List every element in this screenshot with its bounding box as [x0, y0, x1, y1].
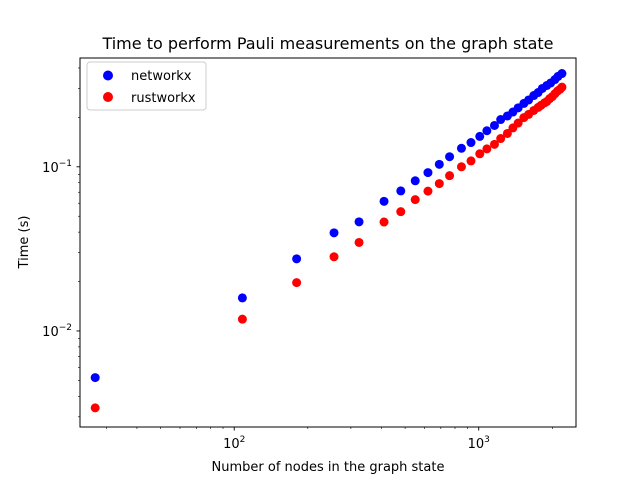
networkx-point — [434, 159, 444, 169]
rustworkx-point — [396, 207, 406, 217]
legend-marker-rustworkx — [103, 92, 113, 102]
chart-title: Time to perform Pauli measurements on th… — [101, 34, 553, 53]
rustworkx-point — [482, 144, 492, 154]
networkx-point — [90, 373, 100, 383]
series-rustworkx — [90, 82, 567, 413]
networkx-point — [423, 168, 433, 178]
networkx-point — [329, 228, 339, 238]
plot-area — [79, 57, 577, 428]
x-axis-label: Number of nodes in the graph state — [212, 460, 445, 475]
data-points — [90, 69, 567, 413]
networkx-point — [354, 217, 364, 227]
y-tick-label: 10−1 — [42, 159, 72, 176]
networkx-point — [396, 186, 406, 196]
rustworkx-point — [292, 278, 302, 288]
networkx-point — [445, 152, 455, 162]
series-networkx — [90, 69, 567, 383]
rustworkx-point — [502, 128, 512, 138]
networkx-point — [410, 176, 420, 186]
y-axis-label: Time (s) — [17, 216, 32, 270]
legend-label-networkx: networkx — [131, 69, 192, 84]
rustworkx-point — [434, 179, 444, 189]
y-axis-ticks: 10−2 10−1 — [42, 67, 80, 418]
rustworkx-point — [354, 237, 364, 247]
rustworkx-point — [90, 403, 100, 413]
networkx-point — [292, 254, 302, 264]
x-tick-label: 103 — [468, 435, 490, 452]
rustworkx-point — [557, 82, 567, 92]
networkx-point — [557, 69, 567, 79]
x-tick-label: 102 — [223, 435, 245, 452]
rustworkx-point — [410, 195, 420, 205]
rustworkx-point — [456, 162, 466, 172]
networkx-point — [489, 120, 499, 130]
plot-frame — [79, 57, 577, 428]
rustworkx-point — [379, 217, 389, 227]
rustworkx-point — [423, 186, 433, 196]
networkx-point — [379, 196, 389, 206]
y-tick-label: 10−2 — [42, 323, 72, 340]
networkx-point — [475, 131, 485, 141]
rustworkx-point — [475, 149, 485, 159]
rustworkx-point — [329, 252, 339, 262]
networkx-point — [496, 115, 506, 125]
rustworkx-point — [445, 171, 455, 181]
networkx-point — [237, 293, 247, 303]
networkx-point — [482, 126, 492, 136]
legend-marker-networkx — [103, 70, 113, 81]
legend-box — [86, 61, 207, 111]
networkx-point — [456, 143, 466, 153]
rustworkx-point — [513, 118, 523, 128]
networkx-point — [466, 138, 476, 148]
rustworkx-point — [489, 139, 499, 149]
rustworkx-point — [466, 156, 476, 166]
legend-label-rustworkx: rustworkx — [131, 91, 196, 106]
rustworkx-point — [496, 134, 506, 144]
x-axis-ticks: 102 103 — [106, 427, 553, 452]
legend: networkx rustworkx — [86, 61, 207, 111]
rustworkx-point — [237, 314, 247, 324]
